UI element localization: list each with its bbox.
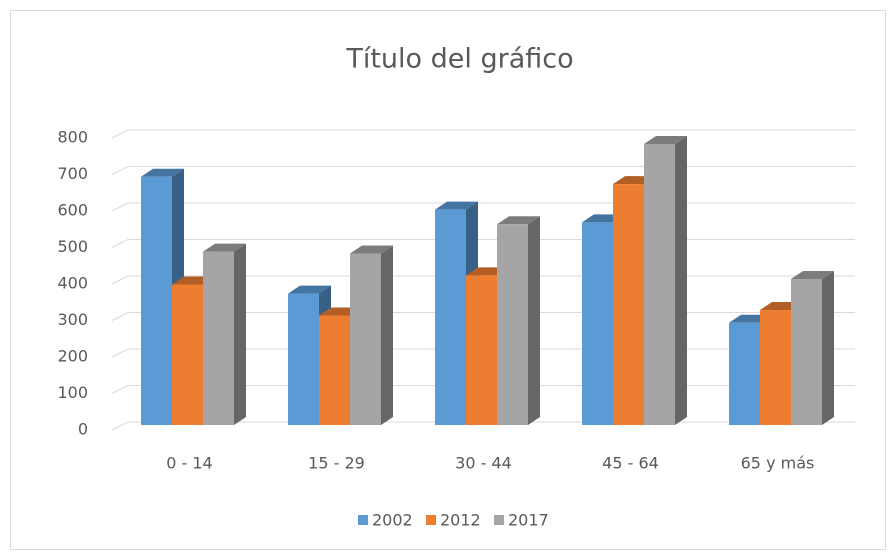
- bar-front: [172, 284, 203, 425]
- bar-front: [319, 315, 350, 425]
- bar: [203, 243, 246, 425]
- legend-swatch: [426, 515, 436, 525]
- bar-front: [288, 293, 319, 425]
- bar-front: [644, 143, 675, 425]
- grid-line: [111, 166, 855, 175]
- grid-line: [111, 202, 855, 212]
- bar-top: [288, 285, 331, 294]
- bar: [791, 271, 834, 425]
- bar-top: [435, 201, 478, 210]
- bar-side: [381, 245, 393, 425]
- bar-top: [203, 243, 246, 252]
- y-tick-label: 200: [57, 347, 88, 366]
- bar-front: [350, 253, 381, 425]
- legend-label: 2017: [508, 511, 549, 530]
- legend-label: 2012: [440, 511, 481, 530]
- bar-front: [613, 184, 644, 425]
- bar-side: [822, 271, 834, 425]
- bar-front: [203, 251, 234, 425]
- y-tick-label: 600: [57, 201, 88, 220]
- y-tick-label: 0: [78, 420, 88, 439]
- x-tick-label: 65 y más: [741, 454, 815, 473]
- legend-swatch: [494, 515, 504, 525]
- bar: [644, 135, 687, 425]
- bar-top: [644, 135, 687, 144]
- x-tick-label: 0 - 14: [166, 454, 212, 473]
- chart-title: Título del gráfico: [345, 44, 573, 75]
- x-tick-label: 30 - 44: [455, 454, 512, 473]
- bar-front: [497, 224, 528, 425]
- bar-side: [234, 243, 246, 425]
- grid-line: [111, 129, 855, 139]
- bar-top: [141, 168, 184, 177]
- bar-front: [791, 279, 822, 425]
- bar-top: [497, 216, 540, 225]
- bar: [497, 216, 540, 425]
- bar-side: [675, 135, 687, 425]
- y-tick-label: 700: [57, 164, 88, 183]
- bar-side: [528, 216, 540, 425]
- bar-front: [466, 275, 497, 425]
- legend-label: 2002: [372, 511, 413, 530]
- x-tick-label: 45 - 64: [602, 454, 659, 473]
- bar-front: [141, 176, 172, 425]
- x-tick-label: 15 - 29: [308, 454, 365, 473]
- bar-front: [729, 322, 760, 425]
- y-tick-label: 800: [57, 128, 88, 147]
- bar-front: [435, 209, 466, 425]
- bar-front: [760, 310, 791, 425]
- bar-top: [350, 245, 393, 254]
- bar: [350, 245, 393, 425]
- y-tick-label: 400: [57, 274, 88, 293]
- y-tick-label: 300: [57, 310, 88, 329]
- bar-front: [582, 222, 613, 425]
- y-tick-label: 100: [57, 383, 88, 402]
- bar-top: [791, 271, 834, 279]
- legend-swatch: [358, 515, 368, 525]
- y-tick-label: 500: [57, 237, 88, 256]
